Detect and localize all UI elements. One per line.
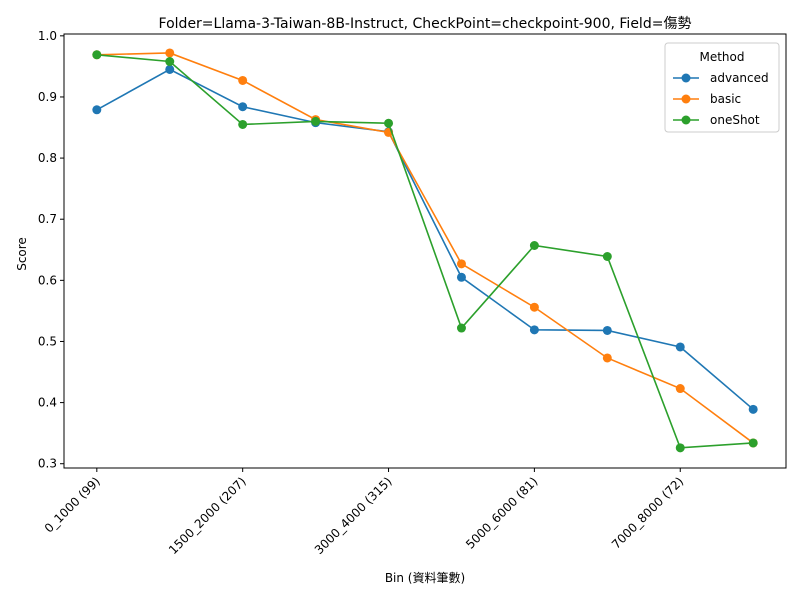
- legend-marker: [681, 94, 691, 104]
- x-axis: 0_1000 (99) 1500_2000 (207) 3000_4000 (315…: [42, 468, 686, 557]
- x-tick-label: 5000_6000 (81): [463, 474, 540, 551]
- x-axis-label: Bin (資料筆數): [385, 571, 465, 585]
- data-point: [675, 342, 685, 352]
- data-point: [602, 252, 612, 262]
- plot-frame: [63, 33, 787, 469]
- x-tick-label: 7000_8000 (72): [609, 474, 686, 551]
- y-tick-label: 0.7: [38, 212, 57, 226]
- y-tick-label: 0.6: [38, 273, 57, 287]
- data-point: [165, 48, 175, 58]
- legend-label-advanced: advanced: [710, 71, 769, 85]
- y-axis: 0.3 0.4 0.5 0.6 0.7 0.8 0.9 1.0: [38, 29, 64, 471]
- data-point: [456, 259, 466, 269]
- chart-title: Folder=Llama-3-Taiwan-8B-Instruct, Check…: [159, 16, 692, 32]
- y-tick-label: 0.4: [38, 396, 57, 410]
- data-point: [748, 404, 758, 414]
- series-line-advanced: [96, 68, 754, 410]
- legend-label-basic: basic: [710, 92, 741, 106]
- data-point: [675, 443, 685, 453]
- series-oneShot: [92, 50, 758, 453]
- y-axis-label: Score: [15, 237, 29, 271]
- data-point: [384, 118, 394, 128]
- legend-marker: [681, 115, 691, 125]
- y-tick-label: 0.8: [38, 151, 57, 165]
- y-tick-label: 1.0: [38, 29, 57, 43]
- x-tick-label: 1500_2000 (207): [166, 474, 249, 557]
- data-point: [529, 240, 539, 250]
- data-point: [456, 272, 466, 282]
- x-tick-label: 0_1000 (99): [42, 474, 103, 535]
- series-group: [92, 48, 758, 453]
- legend-title: Method: [699, 50, 744, 64]
- legend-box: [664, 42, 780, 133]
- legend-marker: [681, 73, 691, 83]
- legend-label-oneShot: oneShot: [710, 113, 760, 127]
- data-point: [92, 50, 102, 60]
- data-point: [529, 325, 539, 335]
- data-point: [602, 353, 612, 363]
- data-point: [238, 102, 248, 112]
- data-point: [238, 75, 248, 85]
- data-point: [748, 438, 758, 448]
- data-point: [529, 302, 539, 312]
- data-point: [602, 325, 612, 335]
- data-point: [165, 57, 175, 67]
- data-point: [165, 64, 175, 74]
- data-point: [675, 384, 685, 394]
- y-tick-label: 0.3: [38, 457, 57, 471]
- series-line-basic: [96, 52, 754, 444]
- data-point: [238, 119, 248, 129]
- series-line-oneShot: [96, 53, 754, 449]
- legend: Method advanced basic oneShot: [664, 42, 780, 133]
- series-advanced: [92, 64, 758, 414]
- x-tick-label: 3000_4000 (315): [312, 474, 395, 557]
- plot-area: [63, 33, 787, 469]
- data-point: [92, 105, 102, 115]
- y-tick-label: 0.9: [38, 90, 57, 104]
- data-point: [456, 323, 466, 333]
- data-point: [311, 116, 321, 126]
- y-tick-label: 0.5: [38, 334, 57, 348]
